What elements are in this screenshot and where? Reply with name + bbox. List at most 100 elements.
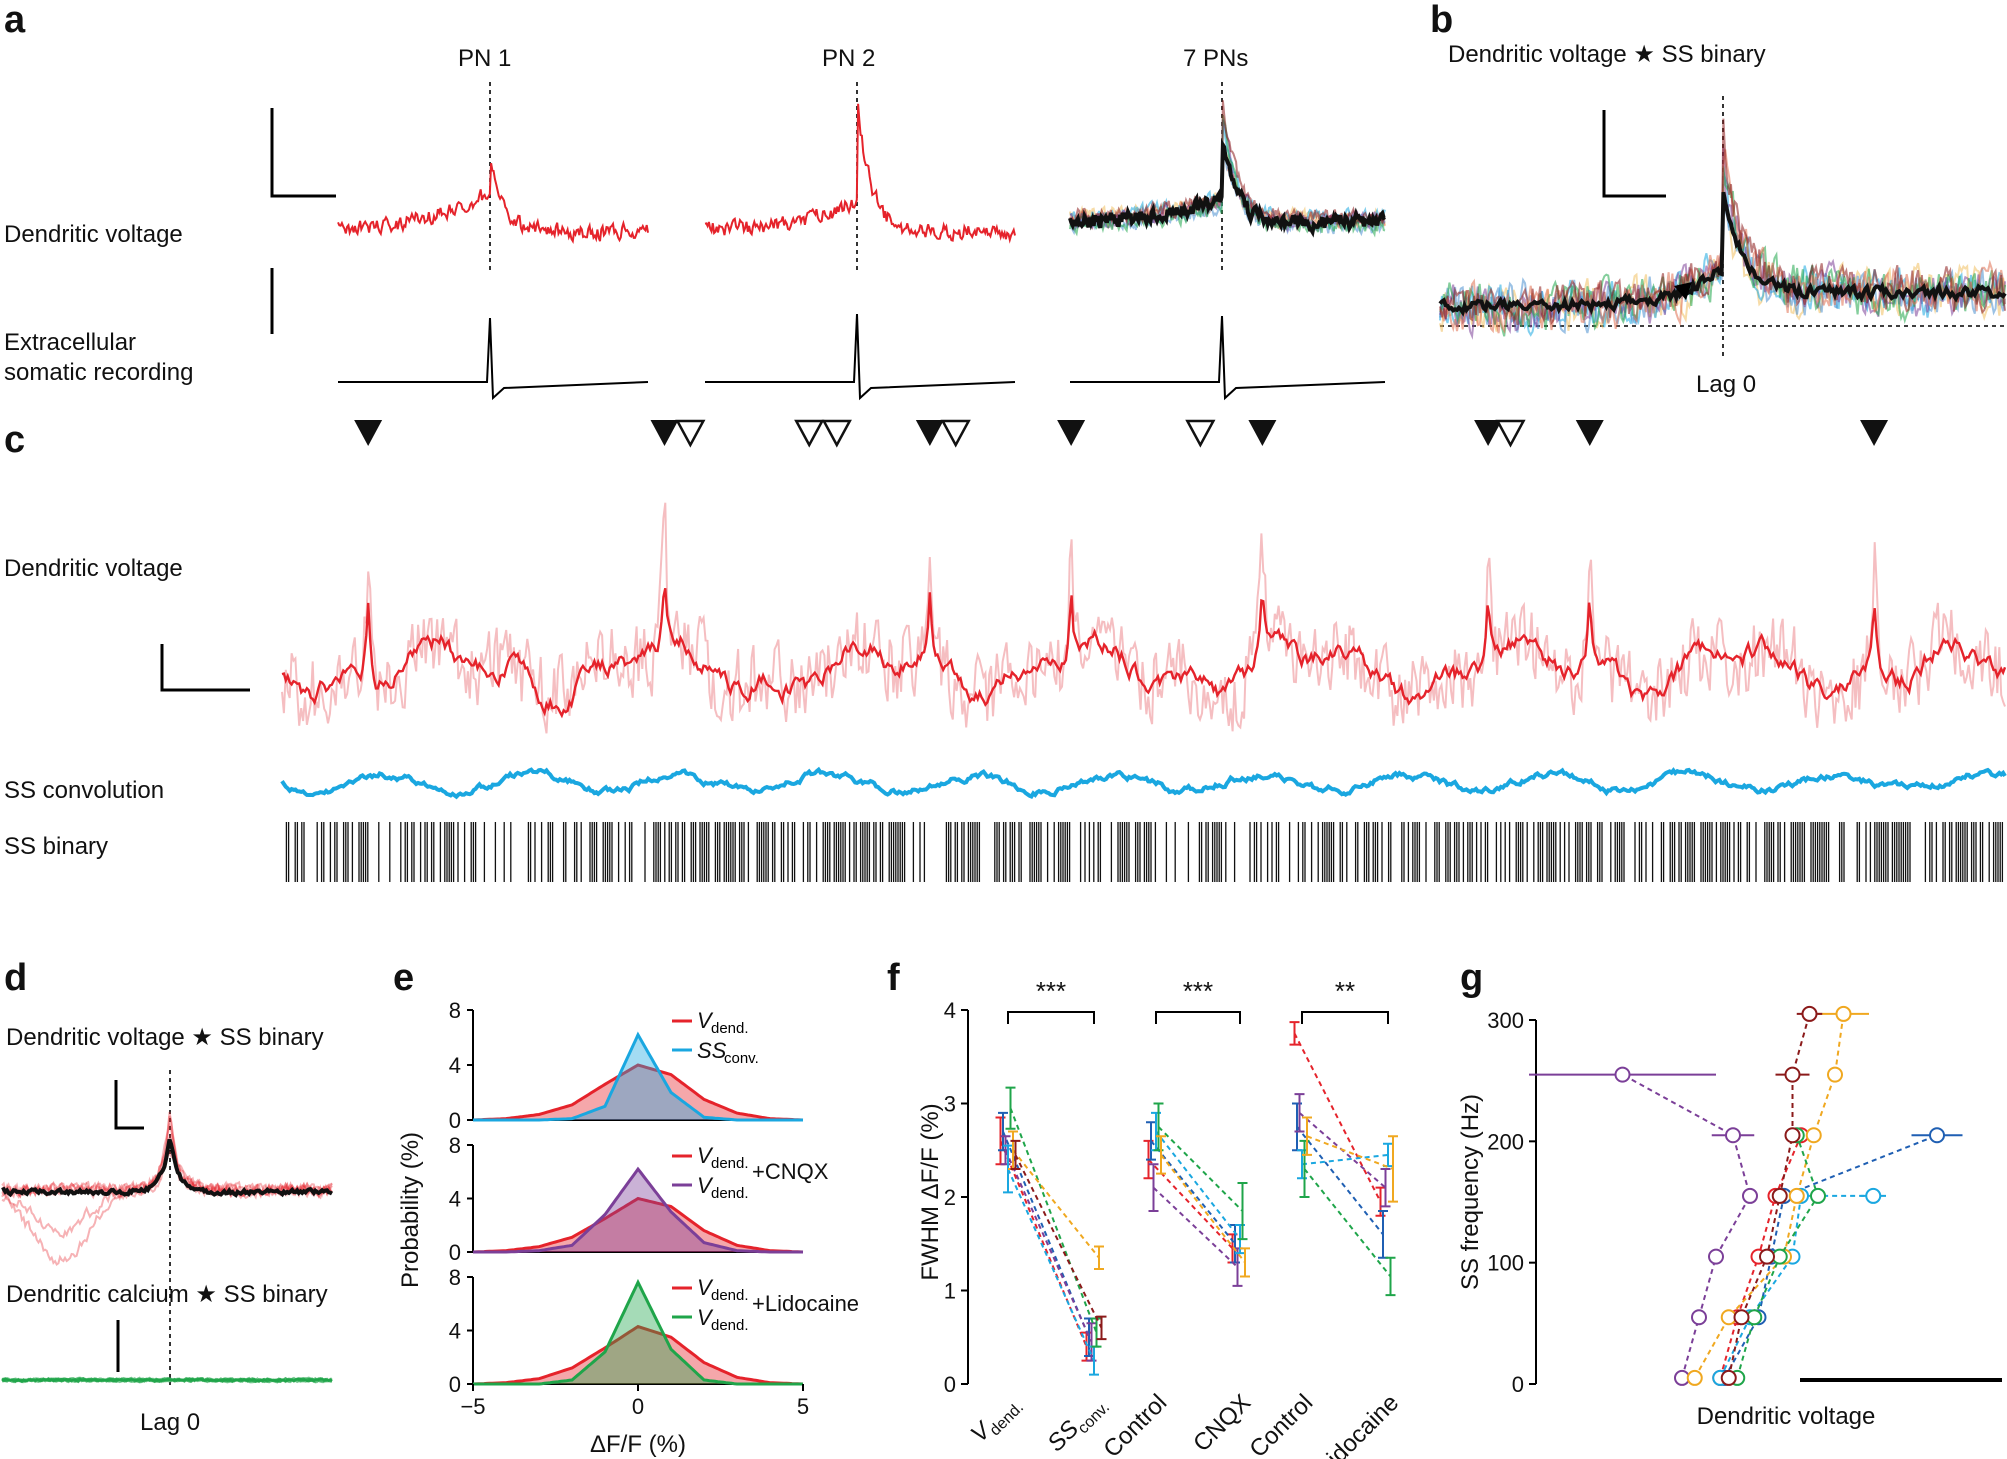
e-x-tick-label: −5 [460,1394,485,1419]
open-triangle-marker [794,419,825,448]
g-data-point [1691,1309,1707,1326]
g-data-point [1733,1309,1750,1326]
f-paired-line [999,1140,1088,1347]
f-paired-line [1155,1130,1241,1240]
panel-b-scalebar [1602,110,1666,198]
f-x-tick-sub: conv. [1075,1399,1113,1437]
e-density-area [473,1034,803,1120]
g-data-point [1835,1005,1852,1022]
f-error-bar [1385,1256,1396,1297]
e-legend-condition: +Lidocaine [752,1291,859,1316]
f-error-bar [1237,1181,1248,1241]
f-error-bar [1146,1121,1156,1161]
g-data-point [1771,1187,1788,1204]
panel-a-scalebar-top [270,108,336,198]
f-paired-line [1012,1149,1100,1259]
g-data-point [1929,1127,1945,1144]
f-error-bar [1005,1086,1016,1130]
panel-d-scalebar-top [114,1080,144,1130]
e-legend-vdend-sub: dend. [711,1287,749,1304]
filled-triangle-marker [1860,420,1889,446]
e-y-tick-label: 0 [449,1240,461,1265]
e-density-line [473,1031,803,1122]
e-y-tick-label: 8 [449,1265,461,1290]
g-data-point [1801,1005,1818,1022]
filled-triangle-marker [915,420,944,446]
f-error-bar [1378,1210,1388,1259]
filled-triangle-marker [1248,420,1277,446]
g-data-point [1708,1248,1724,1265]
e-legend-2-sub: conv. [724,1050,759,1067]
e-density-area [473,1326,803,1384]
f-x-tick-label: Vdend. [966,1389,1028,1451]
f-paired-line [1303,1168,1392,1278]
panel-d: Dendritic voltage ★ SS binary Dendritic … [1,1024,334,1436]
open-triangle-marker [1495,419,1526,448]
panel-d-title-bottom: Dendritic calcium ★ SS binary [6,1281,328,1308]
e-density-area [473,1169,803,1252]
panel-g-xlabel: Dendritic voltage [1697,1403,1876,1430]
f-x-tick-label: Control [1244,1389,1318,1459]
f-x-tick-label: Lidocaine [1312,1389,1404,1459]
panel-d-calcium-trace [1,1377,333,1384]
pn2-dendritic-trace [704,103,1016,244]
panel-a-label-extracellular: Extracellular [4,329,136,356]
f-paired-line [1009,1107,1098,1333]
panel-c-traces [280,502,2007,882]
e-legend-2: SS [697,1038,727,1063]
e-density-line [473,1278,803,1386]
g-y-tick-label: 300 [1487,1008,1524,1033]
panel-d-xlabel: Lag 0 [140,1409,200,1436]
g-y-tick-label: 200 [1487,1129,1524,1154]
f-error-bar [1156,1135,1166,1175]
g-data-point [1805,1127,1822,1144]
panel-c-scalebar [160,644,250,692]
f-significance-bracket [1007,1011,1095,1024]
pn1-spike-trace [338,317,649,401]
f-significance-bracket [1301,1011,1389,1024]
open-triangle-marker [940,419,971,448]
f-paired-line [1150,1140,1236,1245]
g-data-point [1865,1187,1882,1204]
e-density-line [472,1324,804,1386]
ss-binary-raster [285,822,2004,882]
panel-letter-e: e [393,957,414,999]
panel-e-ylabel: Probability (%) [397,1132,424,1288]
f-y-tick-label: 2 [944,1185,956,1210]
e-y-tick-label: 4 [449,1053,461,1078]
panel-f-ylabel: FWHM ΔF/F (%) [917,1103,944,1280]
panel-d-traces [1,1111,334,1384]
f-error-bar [1010,1139,1021,1170]
panel-letter-g: g [1460,957,1483,999]
e-legend-vdend: V [697,1008,714,1033]
g-series-line [1622,1073,1752,1379]
panel-a-label-dendritic: Dendritic voltage [4,221,183,248]
f-paired-line [1152,1186,1239,1268]
ss-convolution-trace [280,766,2007,800]
e-y-tick-label: 4 [449,1187,461,1212]
f-error-bar [1094,1245,1104,1270]
f-significance-stars: *** [1036,976,1066,1006]
e-y-tick-label: 0 [449,1372,461,1397]
panel-g: 0 100 200 300 SS frequency (Hz) Dendritic v… [1457,1005,2002,1430]
g-data-point [1742,1187,1758,1204]
e-y-tick-label: 8 [449,1133,461,1158]
f-error-bar [1289,1021,1300,1046]
e-legend-condition: +CNQX [752,1159,829,1184]
pn2-spike-trace [705,313,1016,401]
panel-letter-a: a [4,0,26,41]
open-triangle-marker [821,419,852,448]
f-x-tick-label: CNQX [1188,1389,1256,1457]
panel-c-markers [354,419,1889,448]
filled-triangle-marker [1057,420,1086,446]
panel-a-label-somatic: somatic recording [4,359,193,386]
open-triangle-marker [675,419,706,448]
panel-letter-f: f [887,957,900,999]
f-y-tick-label: 4 [944,998,956,1023]
e-x-tick-label: 0 [632,1394,644,1419]
e-y-tick-label: 4 [449,1319,461,1344]
f-y-tick-label: 0 [944,1372,956,1397]
panel-b-title: Dendritic voltage ★ SS binary [1448,41,1766,68]
